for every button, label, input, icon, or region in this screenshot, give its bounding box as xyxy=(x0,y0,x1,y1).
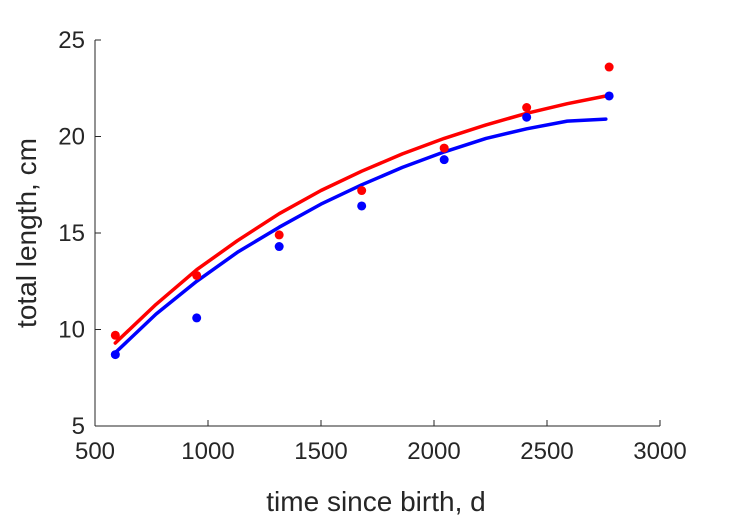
fit-curve-red xyxy=(113,94,608,345)
y-tick-label: 10 xyxy=(58,317,85,344)
x-tick-label: 500 xyxy=(75,438,115,465)
y-axis-title: total length, cm xyxy=(11,138,42,328)
x-tick-label: 1500 xyxy=(294,438,347,465)
x-tick-label: 3000 xyxy=(633,438,686,465)
data-point-red xyxy=(522,103,532,113)
data-point-red xyxy=(274,230,284,240)
data-point-red xyxy=(192,270,202,280)
data-point-red xyxy=(439,143,449,153)
data-point-red xyxy=(604,62,614,72)
x-axis-ticks: 500 1000 1500 2000 2500 3000 xyxy=(75,420,687,465)
y-axis-ticks: 5 10 15 20 25 xyxy=(58,27,101,440)
fit-curve-blue xyxy=(113,117,608,355)
x-axis-title: time since birth, d xyxy=(266,486,485,517)
data-point-blue xyxy=(110,350,120,360)
axes xyxy=(94,40,660,427)
fit-curves xyxy=(113,94,608,355)
data-point-blue xyxy=(357,201,367,211)
x-tick-label: 2500 xyxy=(520,438,573,465)
data-point-blue xyxy=(604,91,614,101)
y-tick-label: 20 xyxy=(58,124,85,151)
y-tick-label: 5 xyxy=(72,413,85,440)
data-point-blue xyxy=(192,313,202,323)
data-point-red xyxy=(357,186,367,196)
data-point-red xyxy=(110,330,120,340)
data-point-blue xyxy=(274,242,284,252)
data-points xyxy=(110,62,614,360)
x-tick-label: 1000 xyxy=(181,438,234,465)
y-tick-label: 25 xyxy=(58,27,85,54)
y-tick-label: 15 xyxy=(58,220,85,247)
data-point-blue xyxy=(522,112,532,122)
x-tick-label: 2000 xyxy=(407,438,460,465)
data-point-blue xyxy=(439,155,449,165)
